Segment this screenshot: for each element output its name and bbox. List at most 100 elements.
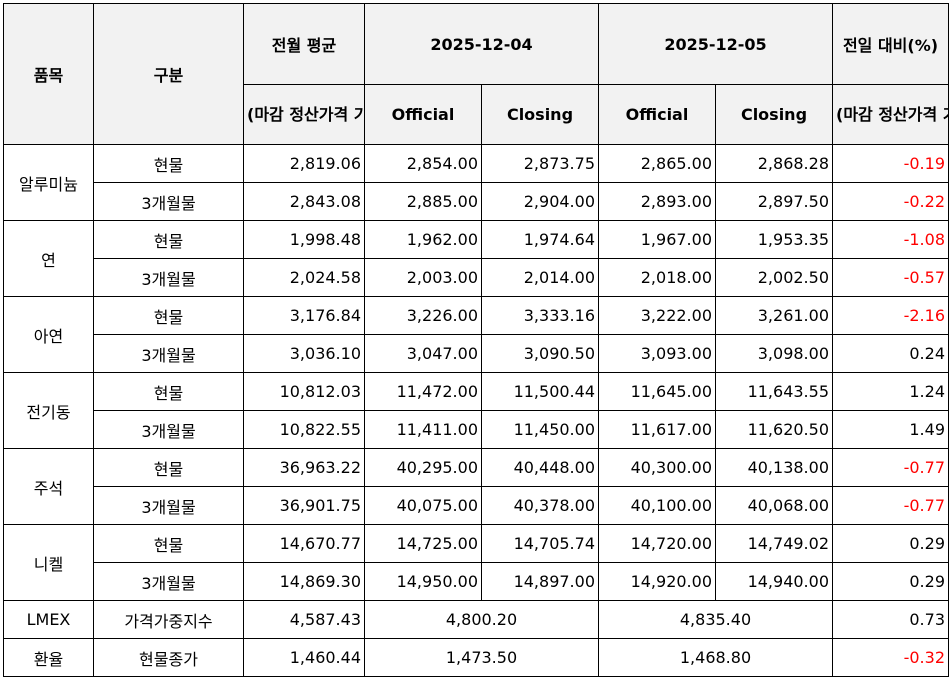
item-name-cell: 주석	[3, 448, 94, 525]
day-change-cell: -0.19	[832, 144, 949, 183]
date-2-closing-cell: 2,002.50	[715, 258, 833, 297]
date-1-closing-cell: 14,897.00	[481, 562, 599, 601]
item-name-cell: 전기동	[3, 372, 94, 449]
day-change-cell: -0.57	[832, 258, 949, 297]
date-2-official-cell: 3,222.00	[598, 296, 716, 335]
header-date-2: 2025-12-05	[598, 3, 833, 85]
date-1-closing-cell: 40,448.00	[481, 448, 599, 487]
prev-month-avg-cell: 10,812.03	[243, 372, 365, 411]
date-1-closing-cell: 11,450.00	[481, 410, 599, 449]
table-row: 아연 현물 3,176.84 3,226.00 3,333.16 3,222.00 3,26…	[3, 296, 949, 373]
date-1-official-cell: 11,472.00	[364, 372, 482, 411]
prev-month-avg-cell: 4,587.43	[243, 600, 365, 639]
category-cell: 3개월물	[93, 334, 244, 373]
day-change-cell: 1.49	[832, 410, 949, 449]
date-2-closing-cell: 2,868.28	[715, 144, 833, 183]
header-date-1-closing: Closing	[481, 84, 599, 145]
date-1-official-cell: 40,295.00	[364, 448, 482, 487]
date-2-closing-cell: 1,953.35	[715, 220, 833, 259]
date-2-closing-cell: 11,643.55	[715, 372, 833, 411]
day-change-cell: 1.24	[832, 372, 949, 411]
prev-month-avg-cell: 2,819.06	[243, 144, 365, 183]
date-2-closing-cell: 11,620.50	[715, 410, 833, 449]
day-change-cell: -0.77	[832, 486, 949, 525]
date-1-official-cell: 2,885.00	[364, 182, 482, 221]
date-2-closing-cell: 14,940.00	[715, 562, 833, 601]
date-1-official-cell: 3,047.00	[364, 334, 482, 373]
date-2-official-cell: 11,617.00	[598, 410, 716, 449]
date-1-closing-cell: 3,333.16	[481, 296, 599, 335]
date-2-closing-cell: 40,138.00	[715, 448, 833, 487]
day-change-cell: 0.29	[832, 524, 949, 563]
category-cell: 3개월물	[93, 182, 244, 221]
header-day-change-basis: (마감 정산가격 기준)	[832, 84, 949, 145]
category-cell: 현물	[93, 220, 244, 259]
day-change-cell: 0.29	[832, 562, 949, 601]
day-change-cell: -0.32	[832, 638, 949, 677]
day-change-cell: -0.77	[832, 448, 949, 487]
date-1-closing-cell: 2,873.75	[481, 144, 599, 183]
date-2-official-cell: 14,720.00	[598, 524, 716, 563]
item-name-cell: 연	[3, 220, 94, 297]
header-prev-month-avg: 전월 평균	[243, 3, 365, 85]
date-2-closing-cell: 3,098.00	[715, 334, 833, 373]
item-name-cell: 환율	[3, 638, 94, 677]
date-2-official-cell: 14,920.00	[598, 562, 716, 601]
category-cell: 현물	[93, 448, 244, 487]
header-date-1-official: Official	[364, 84, 482, 145]
table-row: LMEX 가격가중지수 4,587.43 4,800.20 4,835.40 0.73	[3, 600, 949, 639]
table-body: 알루미늄 현물 2,819.06 2,854.00 2,873.75 2,865.00 2,…	[3, 144, 949, 677]
prev-month-avg-cell: 2,843.08	[243, 182, 365, 221]
date-2-official-cell: 2,865.00	[598, 144, 716, 183]
date-1-closing-cell: 2,014.00	[481, 258, 599, 297]
date-2-closing-cell: 2,897.50	[715, 182, 833, 221]
date-1-official-cell: 1,962.00	[364, 220, 482, 259]
date-2-official-cell: 40,100.00	[598, 486, 716, 525]
item-name-cell: 아연	[3, 296, 94, 373]
date-2-official-cell: 40,300.00	[598, 448, 716, 487]
header-date-2-closing: Closing	[715, 84, 833, 145]
prev-month-avg-cell: 3,036.10	[243, 334, 365, 373]
table-row: 연 현물 1,998.48 1,962.00 1,974.64 1,967.00 1,953…	[3, 220, 949, 297]
date-1-value-cell: 1,473.50	[364, 638, 599, 677]
prev-month-avg-cell: 1,460.44	[243, 638, 365, 677]
category-cell: 현물	[93, 296, 244, 335]
category-cell: 현물	[93, 372, 244, 411]
category-cell: 3개월물	[93, 410, 244, 449]
item-name-cell: 알루미늄	[3, 144, 94, 221]
date-1-official-cell: 2,003.00	[364, 258, 482, 297]
prev-month-avg-cell: 10,822.55	[243, 410, 365, 449]
prev-month-avg-cell: 14,670.77	[243, 524, 365, 563]
date-1-closing-cell: 3,090.50	[481, 334, 599, 373]
date-1-closing-cell: 11,500.44	[481, 372, 599, 411]
date-2-official-cell: 3,093.00	[598, 334, 716, 373]
date-1-official-cell: 40,075.00	[364, 486, 482, 525]
lme-price-table: 품목 구분 전월 평균 2025-12-04 2025-12-05 전일 대비(…	[3, 3, 949, 677]
date-2-value-cell: 4,835.40	[598, 600, 833, 639]
table-row: 3개월물 2,843.08 2,885.00 2,904.00 2,893.00 2,89…	[4, 182, 949, 221]
category-cell: 3개월물	[93, 258, 244, 297]
date-1-official-cell: 14,725.00	[364, 524, 482, 563]
table-row: 니켈 현물 14,670.77 14,725.00 14,705.74 14,720.00…	[3, 524, 949, 601]
date-2-official-cell: 11,645.00	[598, 372, 716, 411]
date-1-closing-cell: 14,705.74	[481, 524, 599, 563]
header-prev-month-basis: (마감 정산가격 기준)	[243, 84, 365, 145]
day-change-cell: 0.73	[832, 600, 949, 639]
date-1-value-cell: 4,800.20	[364, 600, 599, 639]
category-cell: 3개월물	[93, 486, 244, 525]
category-cell: 현물	[93, 144, 244, 183]
header-item: 품목	[3, 3, 94, 145]
header-category: 구분	[93, 3, 244, 145]
date-2-closing-cell: 3,261.00	[715, 296, 833, 335]
table-row: 3개월물 3,036.10 3,047.00 3,090.50 3,093.00 3,09…	[4, 334, 949, 373]
table-row: 전기동 현물 10,812.03 11,472.00 11,500.44 11,645.0…	[3, 372, 949, 449]
prev-month-avg-cell: 3,176.84	[243, 296, 365, 335]
category-cell: 가격가중지수	[93, 600, 244, 639]
table-row: 알루미늄 현물 2,819.06 2,854.00 2,873.75 2,865.00 2,…	[3, 144, 949, 221]
table-row: 3개월물 2,024.58 2,003.00 2,014.00 2,018.00 2,00…	[4, 258, 949, 297]
date-2-value-cell: 1,468.80	[598, 638, 833, 677]
table-row: 3개월물 36,901.75 40,075.00 40,378.00 40,100.00…	[4, 486, 949, 525]
header-day-change: 전일 대비(%)	[832, 3, 949, 85]
date-1-official-cell: 14,950.00	[364, 562, 482, 601]
prev-month-avg-cell: 2,024.58	[243, 258, 365, 297]
